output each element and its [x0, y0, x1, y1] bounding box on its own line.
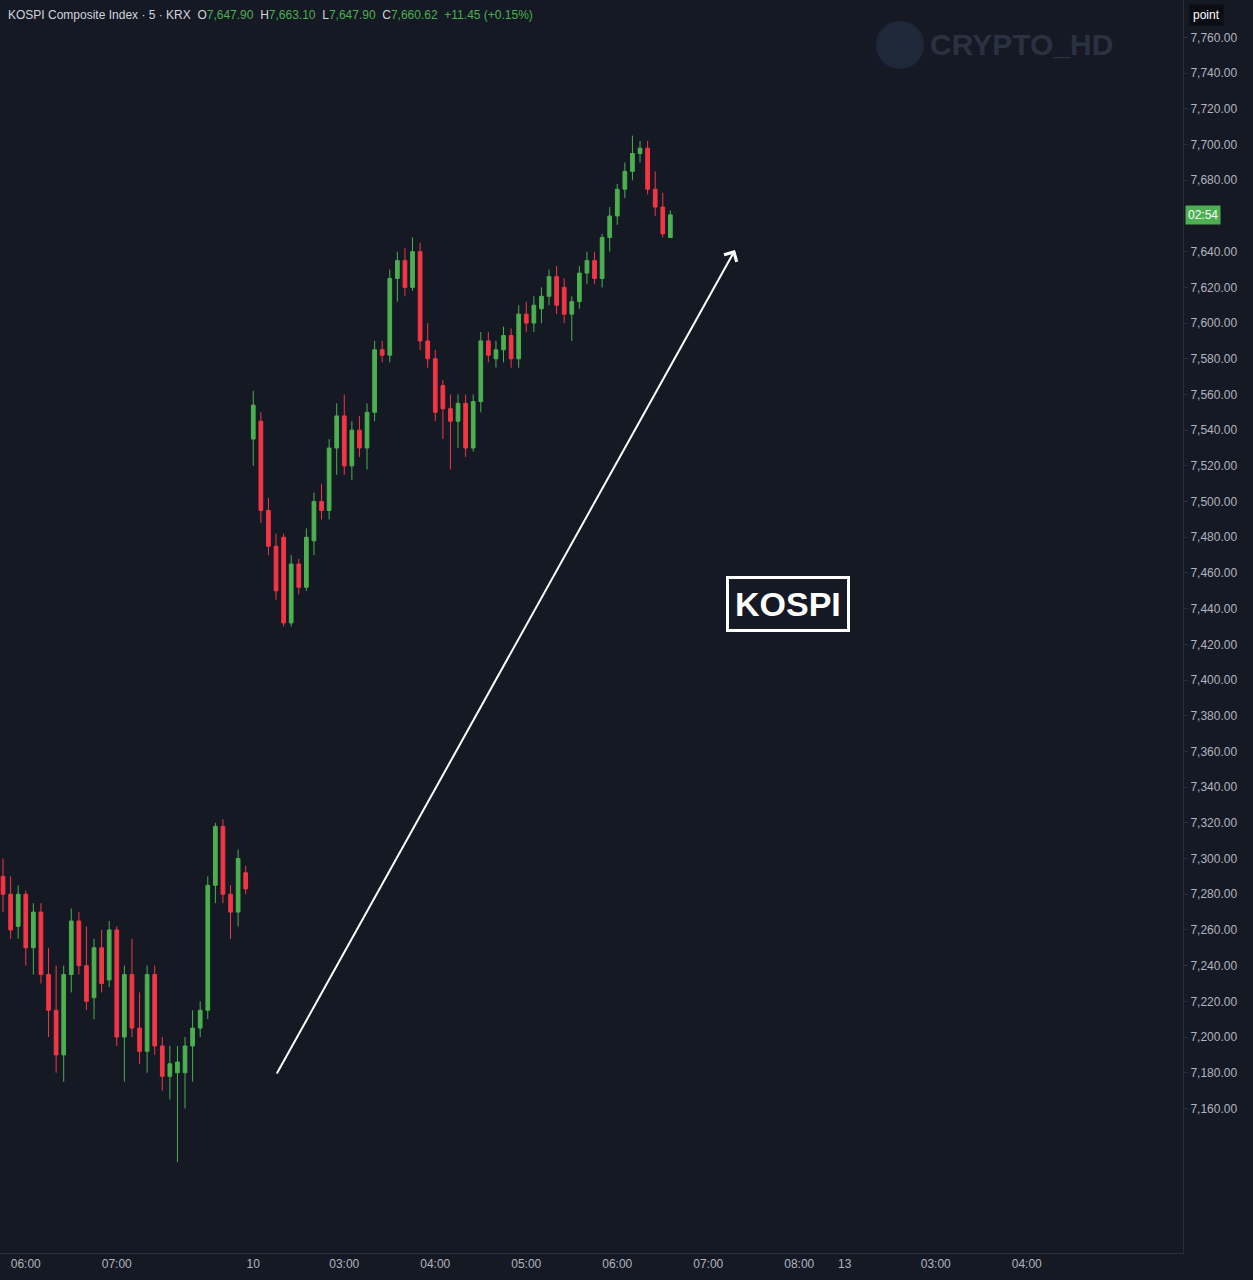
svg-text:7,280.00: 7,280.00 — [1190, 887, 1237, 901]
svg-text:7,640.00: 7,640.00 — [1190, 245, 1237, 259]
svg-text:point: point — [1193, 8, 1220, 22]
svg-text:7,340.00: 7,340.00 — [1190, 780, 1237, 794]
svg-text:06:00: 06:00 — [11, 1257, 41, 1271]
svg-text:7,220.00: 7,220.00 — [1190, 995, 1237, 1009]
svg-text:7,520.00: 7,520.00 — [1190, 459, 1237, 473]
svg-text:7,700.00: 7,700.00 — [1190, 138, 1237, 152]
svg-text:7,580.00: 7,580.00 — [1190, 352, 1237, 366]
svg-text:CRYPTO_HD: CRYPTO_HD — [930, 28, 1113, 61]
svg-text:7,180.00: 7,180.00 — [1190, 1066, 1237, 1080]
svg-text:7,240.00: 7,240.00 — [1190, 959, 1237, 973]
svg-text:7,500.00: 7,500.00 — [1190, 495, 1237, 509]
svg-text:7,620.00: 7,620.00 — [1190, 281, 1237, 295]
svg-text:03:00: 03:00 — [329, 1257, 359, 1271]
svg-text:02:54: 02:54 — [1188, 208, 1218, 222]
svg-text:7,300.00: 7,300.00 — [1190, 852, 1237, 866]
svg-text:10: 10 — [247, 1257, 261, 1271]
svg-text:7,480.00: 7,480.00 — [1190, 530, 1237, 544]
svg-text:04:00: 04:00 — [1012, 1257, 1042, 1271]
svg-text:05:00: 05:00 — [511, 1257, 541, 1271]
svg-text:08:00: 08:00 — [784, 1257, 814, 1271]
svg-text:7,600.00: 7,600.00 — [1190, 316, 1237, 330]
svg-text:7,540.00: 7,540.00 — [1190, 423, 1237, 437]
svg-text:KOSPI Composite Index · 5 · KR: KOSPI Composite Index · 5 · KRX O7,647.9… — [8, 8, 533, 22]
svg-text:7,740.00: 7,740.00 — [1190, 66, 1237, 80]
svg-text:07:00: 07:00 — [693, 1257, 723, 1271]
svg-text:7,760.00: 7,760.00 — [1190, 31, 1237, 45]
svg-text:7,400.00: 7,400.00 — [1190, 673, 1237, 687]
svg-text:KOSPI: KOSPI — [735, 585, 841, 623]
svg-text:7,420.00: 7,420.00 — [1190, 638, 1237, 652]
svg-text:7,200.00: 7,200.00 — [1190, 1030, 1237, 1044]
svg-text:13: 13 — [838, 1257, 852, 1271]
svg-text:06:00: 06:00 — [602, 1257, 632, 1271]
svg-text:7,560.00: 7,560.00 — [1190, 388, 1237, 402]
svg-text:7,680.00: 7,680.00 — [1190, 173, 1237, 187]
svg-text:7,260.00: 7,260.00 — [1190, 923, 1237, 937]
svg-text:7,720.00: 7,720.00 — [1190, 102, 1237, 116]
svg-text:07:00: 07:00 — [102, 1257, 132, 1271]
svg-text:04:00: 04:00 — [420, 1257, 450, 1271]
svg-text:7,380.00: 7,380.00 — [1190, 709, 1237, 723]
svg-text:7,320.00: 7,320.00 — [1190, 816, 1237, 830]
svg-text:7,460.00: 7,460.00 — [1190, 566, 1237, 580]
svg-text:7,160.00: 7,160.00 — [1190, 1102, 1237, 1116]
svg-text:03:00: 03:00 — [921, 1257, 951, 1271]
svg-text:7,360.00: 7,360.00 — [1190, 745, 1237, 759]
svg-text:7,440.00: 7,440.00 — [1190, 602, 1237, 616]
